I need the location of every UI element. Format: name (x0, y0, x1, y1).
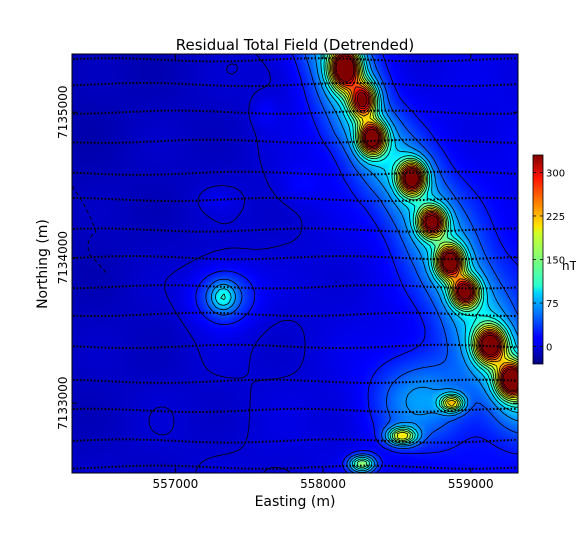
contour-lines (72, 54, 518, 473)
flight-line (73, 227, 518, 233)
flight-line (73, 343, 518, 349)
contour-line (327, 54, 518, 441)
flight-line (73, 311, 518, 317)
y-axis-ticks: 7133000 7134000 7135000 (56, 85, 518, 430)
plot-area (72, 54, 518, 473)
contour-line (328, 54, 518, 440)
flight-line (73, 196, 518, 203)
contour-line (220, 54, 518, 470)
colorbar-tick-label: 75 (546, 299, 559, 310)
y-tick-label: 7133000 (56, 376, 70, 429)
contour-line (330, 54, 518, 407)
colorbar-tick-label: 0 (546, 343, 552, 354)
flight-line (73, 57, 518, 63)
colorbar-tick-label: 300 (546, 168, 565, 179)
flight-lines (73, 57, 518, 470)
colorbar-tick-label: 150 (546, 256, 565, 267)
flight-line (73, 407, 518, 413)
x-tick-label: 557000 (152, 477, 198, 491)
flight-line (73, 438, 518, 444)
x-tick-label: 559000 (448, 477, 494, 491)
contour-line (331, 54, 518, 397)
contour-line (325, 54, 518, 468)
chart-title: Residual Total Field (Detrended) (176, 36, 415, 54)
flight-line (73, 138, 518, 144)
flight-line (73, 284, 518, 290)
y-axis-label: Northing (m) (35, 219, 51, 309)
contour-line (334, 54, 518, 393)
colorbar-ticks: 0 75 150 225 300 (533, 168, 565, 354)
contour-line (195, 54, 518, 473)
flight-line (73, 378, 518, 384)
x-axis-label: Easting (m) (255, 494, 336, 510)
flight-line (73, 464, 518, 470)
negative-contour (72, 185, 109, 276)
colorbar-label: nT (562, 259, 576, 273)
x-tick-label: 558000 (300, 477, 346, 491)
flight-line (73, 170, 518, 176)
contour-line (210, 54, 518, 473)
colorbar-tick-label: 225 (546, 212, 565, 223)
flight-line (73, 82, 518, 88)
flight-line (73, 109, 518, 115)
plot-frame (71, 53, 519, 474)
y-tick-label: 7134000 (56, 231, 70, 284)
x-axis-ticks: 557000 558000 559000 (152, 54, 494, 491)
contour-line (332, 54, 518, 396)
y-tick-label: 7135000 (56, 85, 70, 138)
